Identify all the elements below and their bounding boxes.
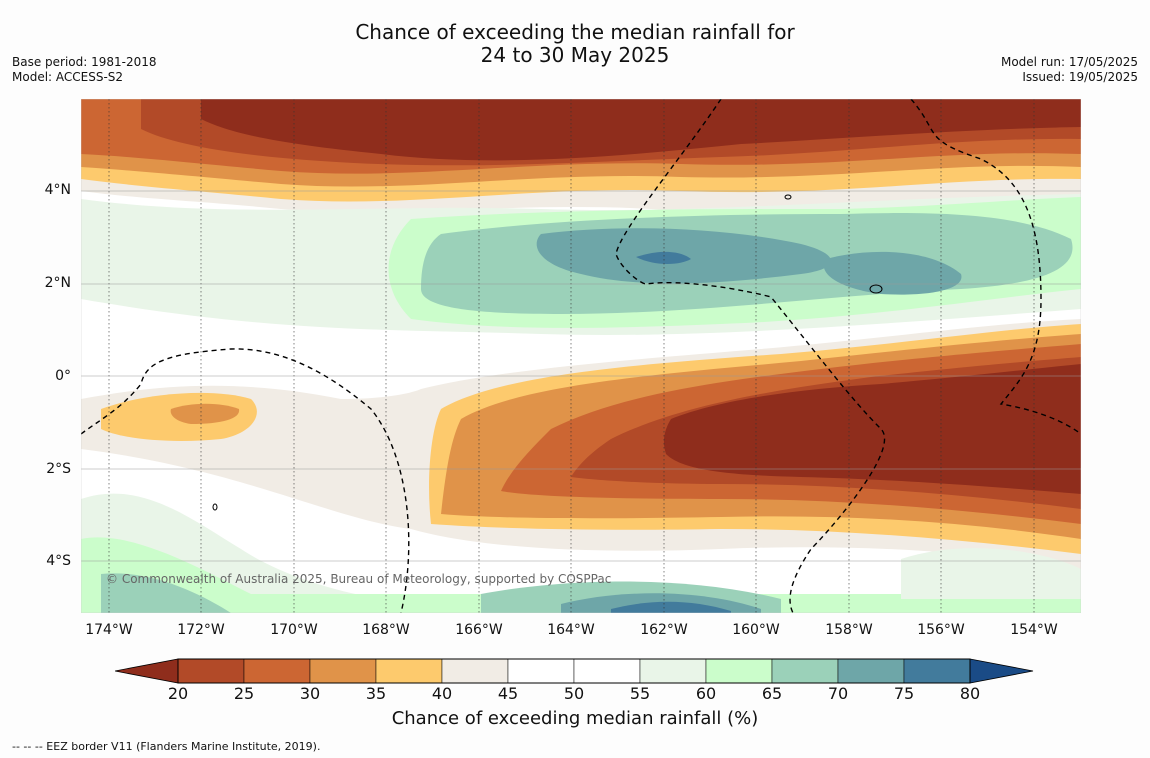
colorbar-label: Chance of exceeding median rainfall (%) bbox=[391, 708, 759, 729]
issued-text: Issued: 19/05/2025 bbox=[1022, 70, 1138, 84]
colorbar-tick-label: 40 bbox=[431, 684, 453, 703]
map-title-line2: 24 to 30 May 2025 bbox=[480, 43, 670, 67]
colorbar-tick-label: 75 bbox=[893, 684, 915, 703]
wet-band-80 bbox=[636, 251, 691, 264]
colorbar-tick-label: 20 bbox=[167, 684, 189, 703]
lon-label-160w: 160°W bbox=[732, 622, 780, 638]
map-title-line1: Chance of exceeding the median rainfall … bbox=[355, 20, 795, 44]
colorbar-tick-label: 55 bbox=[629, 684, 651, 703]
lat-label-2s: 2°S bbox=[46, 461, 71, 477]
latitude-grid bbox=[81, 190, 1081, 562]
islands bbox=[212, 194, 883, 511]
colorbar-segment bbox=[705, 658, 773, 684]
lon-label-156w: 156°W bbox=[917, 622, 965, 638]
north-band-20b bbox=[201, 99, 1081, 161]
lat-label-4n: 4°N bbox=[44, 182, 71, 198]
colorbar-segment bbox=[177, 658, 245, 684]
colorbar-segment bbox=[837, 658, 905, 684]
colorbar-tick-label: 45 bbox=[497, 684, 519, 703]
lon-label-170w: 170°W bbox=[270, 622, 318, 638]
colorbar-border bbox=[177, 658, 971, 684]
south-band-20b bbox=[663, 364, 1081, 494]
model-run-text: Model run: 17/05/2025 bbox=[1000, 55, 1138, 69]
lon-label-172w: 172°W bbox=[177, 622, 225, 638]
lat-label-4s: 4°S bbox=[46, 553, 71, 569]
west-patch-30 bbox=[170, 403, 240, 424]
lat-label-0: 0° bbox=[55, 368, 71, 384]
colorbar-segment bbox=[375, 658, 443, 684]
colorbar-tick-label: 60 bbox=[695, 684, 717, 703]
colorbar-segment bbox=[903, 658, 971, 684]
rainfall-map: © Commonwealth of Australia 2025, Bureau… bbox=[81, 99, 1081, 613]
colorbar-segment bbox=[441, 658, 509, 684]
south-wet-65 bbox=[81, 537, 1081, 613]
colorbar-segment bbox=[771, 658, 839, 684]
colorbar-tick-label: 30 bbox=[299, 684, 321, 703]
lon-label-174w: 174°W bbox=[85, 622, 133, 638]
lon-label-166w: 166°W bbox=[455, 622, 503, 638]
colorbar-tick-label: 70 bbox=[827, 684, 849, 703]
colorbar-segment bbox=[243, 658, 311, 684]
base-period-text: Base period: 1981-2018 bbox=[12, 55, 157, 69]
lon-label-164w: 164°W bbox=[547, 622, 595, 638]
lon-label-158w: 158°W bbox=[825, 622, 873, 638]
south-wet-80 bbox=[611, 601, 731, 613]
colorbar bbox=[115, 658, 1034, 684]
eez-border-lines bbox=[81, 99, 1081, 613]
model-text: Model: ACCESS-S2 bbox=[12, 70, 124, 84]
colorbar-tick-label: 65 bbox=[761, 684, 783, 703]
colorbar-extend-high bbox=[969, 658, 1034, 684]
eez-footnote: -- -- -- EEZ border V11 (Flanders Marine… bbox=[12, 740, 321, 753]
colorbar-segment bbox=[639, 658, 707, 684]
meta-right: Model run: 17/05/2025 Issued: 19/05/2025 bbox=[1001, 55, 1138, 85]
lon-label-162w: 162°W bbox=[640, 622, 688, 638]
colorbar-segment bbox=[309, 658, 377, 684]
colorbar-tick-label: 25 bbox=[233, 684, 255, 703]
lat-label-2n: 2°N bbox=[44, 275, 71, 291]
colorbar-segment bbox=[507, 658, 575, 684]
south-wet-70 bbox=[101, 573, 231, 613]
colorbar-tick-label: 35 bbox=[365, 684, 387, 703]
copyright-text: © Commonwealth of Australia 2025, Bureau… bbox=[106, 572, 611, 586]
lon-label-168w: 168°W bbox=[362, 622, 410, 638]
lon-label-154w: 154°W bbox=[1010, 622, 1058, 638]
colorbar-extend-low bbox=[115, 658, 179, 684]
colorbar-tick-label: 80 bbox=[959, 684, 981, 703]
colorbar-segment bbox=[573, 658, 641, 684]
meridian-grid bbox=[108, 99, 1035, 613]
meta-left: Base period: 1981-2018 Model: ACCESS-S2 bbox=[12, 55, 157, 85]
colorbar-tick-label: 50 bbox=[563, 684, 585, 703]
